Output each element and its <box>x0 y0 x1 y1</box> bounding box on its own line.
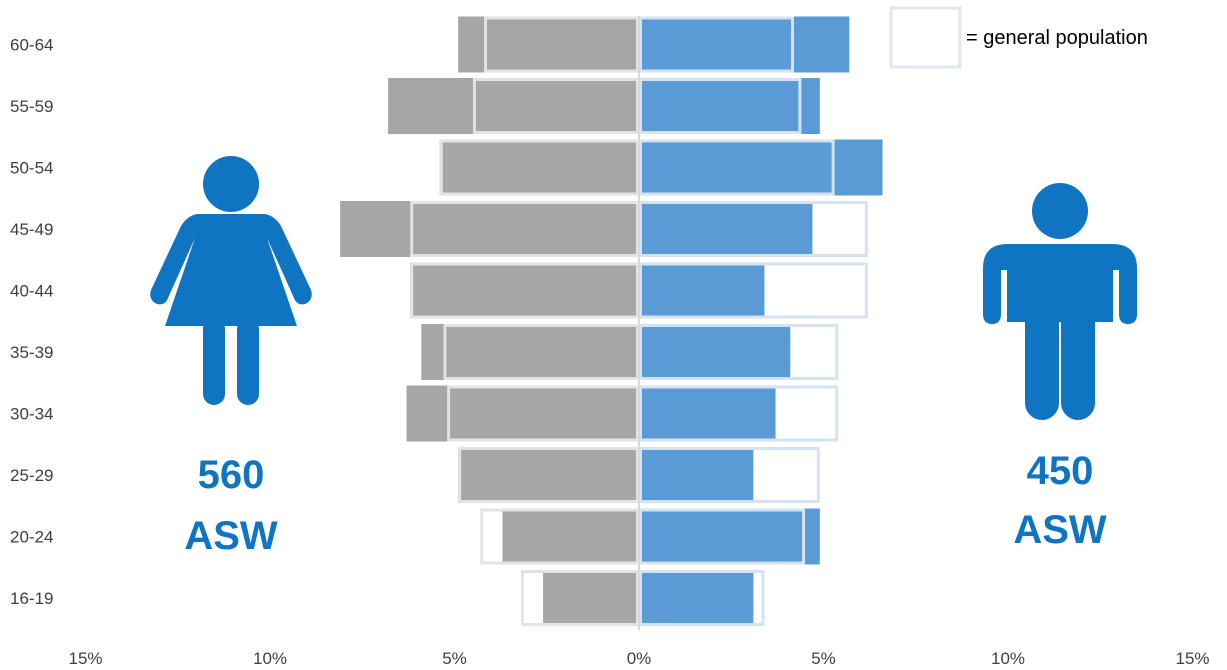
bar-left-filled-40-44 <box>410 262 639 319</box>
bar-right-outline-50-54 <box>639 139 835 196</box>
bar-right-filled-25-29 <box>639 447 754 503</box>
bar-right-outline-60-64 <box>639 16 794 73</box>
bar-left-outline-60-64 <box>484 16 639 73</box>
bar-left-filled-20-24 <box>502 508 639 565</box>
bar-right-filled-16-19 <box>639 570 754 626</box>
bar-left-filled-25-29 <box>458 447 639 503</box>
y-tick-label-35-39: 35-39 <box>10 343 53 362</box>
bar-right-filled-60-64 <box>639 16 850 73</box>
bar-left-filled-60-64 <box>458 16 639 73</box>
male-count: 450 <box>1026 449 1094 493</box>
bar-right-filled-45-49 <box>639 201 813 257</box>
legend-swatch <box>889 6 962 69</box>
x-axis-labels: 15% 10% 5% 0% 5% 10% 15% <box>68 649 1209 668</box>
bar-right-outline-35-39 <box>639 324 839 380</box>
legend-label: = general population <box>966 27 1148 49</box>
y-tick-label-20-24: 20-24 <box>10 528 53 547</box>
bar-left-filled-35-39 <box>421 324 639 380</box>
bar-right-outline-45-49 <box>639 201 868 257</box>
male-figure-icon <box>983 183 1137 420</box>
bar-right-filled-20-24 <box>639 508 820 565</box>
bar-right-outline-20-24 <box>639 508 806 565</box>
y-tick-label-45-49: 45-49 <box>10 220 53 239</box>
bar-left-outline-30-34 <box>447 385 639 442</box>
bar-right-outline-40-44 <box>639 262 868 319</box>
bar-right-outline-30-34 <box>639 385 839 442</box>
bar-left-outline-45-49 <box>410 201 639 257</box>
y-tick-label-16-19: 16-19 <box>10 589 53 608</box>
y-tick-label-50-54: 50-54 <box>10 159 53 178</box>
bar-left-filled-55-59 <box>388 78 639 134</box>
x-tick-label: 5% <box>811 649 836 668</box>
bar-right-outline-55-59 <box>639 78 802 134</box>
bar-right-filled-55-59 <box>639 78 820 134</box>
y-tick-label-30-34: 30-34 <box>10 405 53 424</box>
female-count: 560 <box>197 453 265 497</box>
bar-left-filled-45-49 <box>340 201 639 257</box>
female-count-label: ASW <box>184 514 278 558</box>
bars-layer <box>340 16 883 626</box>
y-tick-label-60-64: 60-64 <box>10 36 53 55</box>
y-tick-label-40-44: 40-44 <box>10 282 53 301</box>
bar-right-filled-30-34 <box>639 385 776 442</box>
bar-left-outline-50-54 <box>439 139 639 196</box>
bar-right-filled-35-39 <box>639 324 791 380</box>
bar-right-outline-25-29 <box>639 447 820 503</box>
bar-left-outline-55-59 <box>472 78 640 134</box>
bar-left-filled-16-19 <box>543 570 639 626</box>
legend: = general population <box>889 6 1148 69</box>
x-tick-label: 15% <box>68 649 102 668</box>
x-tick-label: 10% <box>253 649 287 668</box>
y-axis-labels: 16-19 20-24 25-29 30-34 35-39 40-44 45-49 50-54… <box>10 36 53 609</box>
bar-right-outline-16-19 <box>639 570 765 626</box>
bar-left-outline-25-29 <box>458 447 639 503</box>
bar-right-filled-40-44 <box>639 262 765 319</box>
x-tick-label: 10% <box>991 649 1025 668</box>
bar-left-outline-40-44 <box>410 262 639 319</box>
bar-left-outline-35-39 <box>443 324 639 380</box>
bar-left-filled-30-34 <box>406 385 639 442</box>
x-tick-label: 15% <box>1175 649 1209 668</box>
bar-right-filled-50-54 <box>639 139 883 196</box>
female-figure-icon <box>150 156 312 405</box>
bar-left-outline-16-19 <box>520 570 639 626</box>
bar-left-filled-50-54 <box>439 139 639 196</box>
x-tick-label: 5% <box>442 649 467 668</box>
x-tick-label: 0% <box>627 649 652 668</box>
y-tick-label-25-29: 25-29 <box>10 466 53 485</box>
y-tick-label-55-59: 55-59 <box>10 97 53 116</box>
bar-left-outline-20-24 <box>480 508 639 565</box>
male-count-label: ASW <box>1013 508 1107 552</box>
